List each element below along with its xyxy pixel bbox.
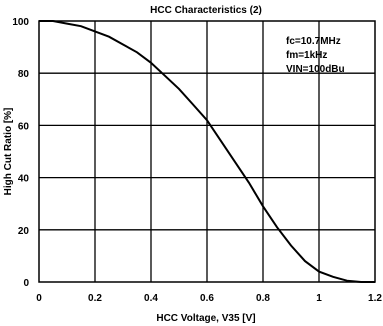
y-tick-label: 0	[23, 278, 29, 289]
x-tick-label: 0	[36, 293, 42, 304]
y-tick-label: 60	[18, 121, 30, 132]
y-tick-labels: 0 20 40 60 80 100	[12, 17, 29, 289]
x-tick-label: 0.6	[200, 293, 214, 304]
annotation-text: fm=1kHz	[286, 50, 327, 61]
y-tick-label: 40	[18, 174, 30, 185]
x-axis-label: HCC Voltage, V35 [V]	[156, 313, 255, 324]
series-line	[39, 20, 375, 283]
plot-frame	[38, 20, 376, 283]
y-axis-label: High Cut Ratio [%]	[3, 108, 14, 196]
chart-title: HCC Characteristics (2)	[150, 5, 262, 16]
annotation-text: VIN=100dBu	[286, 64, 345, 75]
x-tick-labels: 0 0.2 0.4 0.6 0.8 1 1.2	[36, 293, 382, 304]
grid	[39, 21, 375, 282]
annotation-text: fc=10.7MHz	[286, 36, 341, 47]
y-tick-label: 100	[12, 17, 29, 28]
annotation-box: fc=10.7MHz fm=1kHz VIN=100dBu	[286, 36, 345, 75]
x-tick-label: 1.2	[368, 293, 382, 304]
x-tick-label: 0.2	[88, 293, 102, 304]
y-tick-label: 20	[18, 226, 30, 237]
y-tick-label: 80	[18, 69, 30, 80]
x-tick-label: 0.8	[256, 293, 270, 304]
x-tick-label: 0.4	[144, 293, 158, 304]
x-tick-label: 1	[316, 293, 322, 304]
